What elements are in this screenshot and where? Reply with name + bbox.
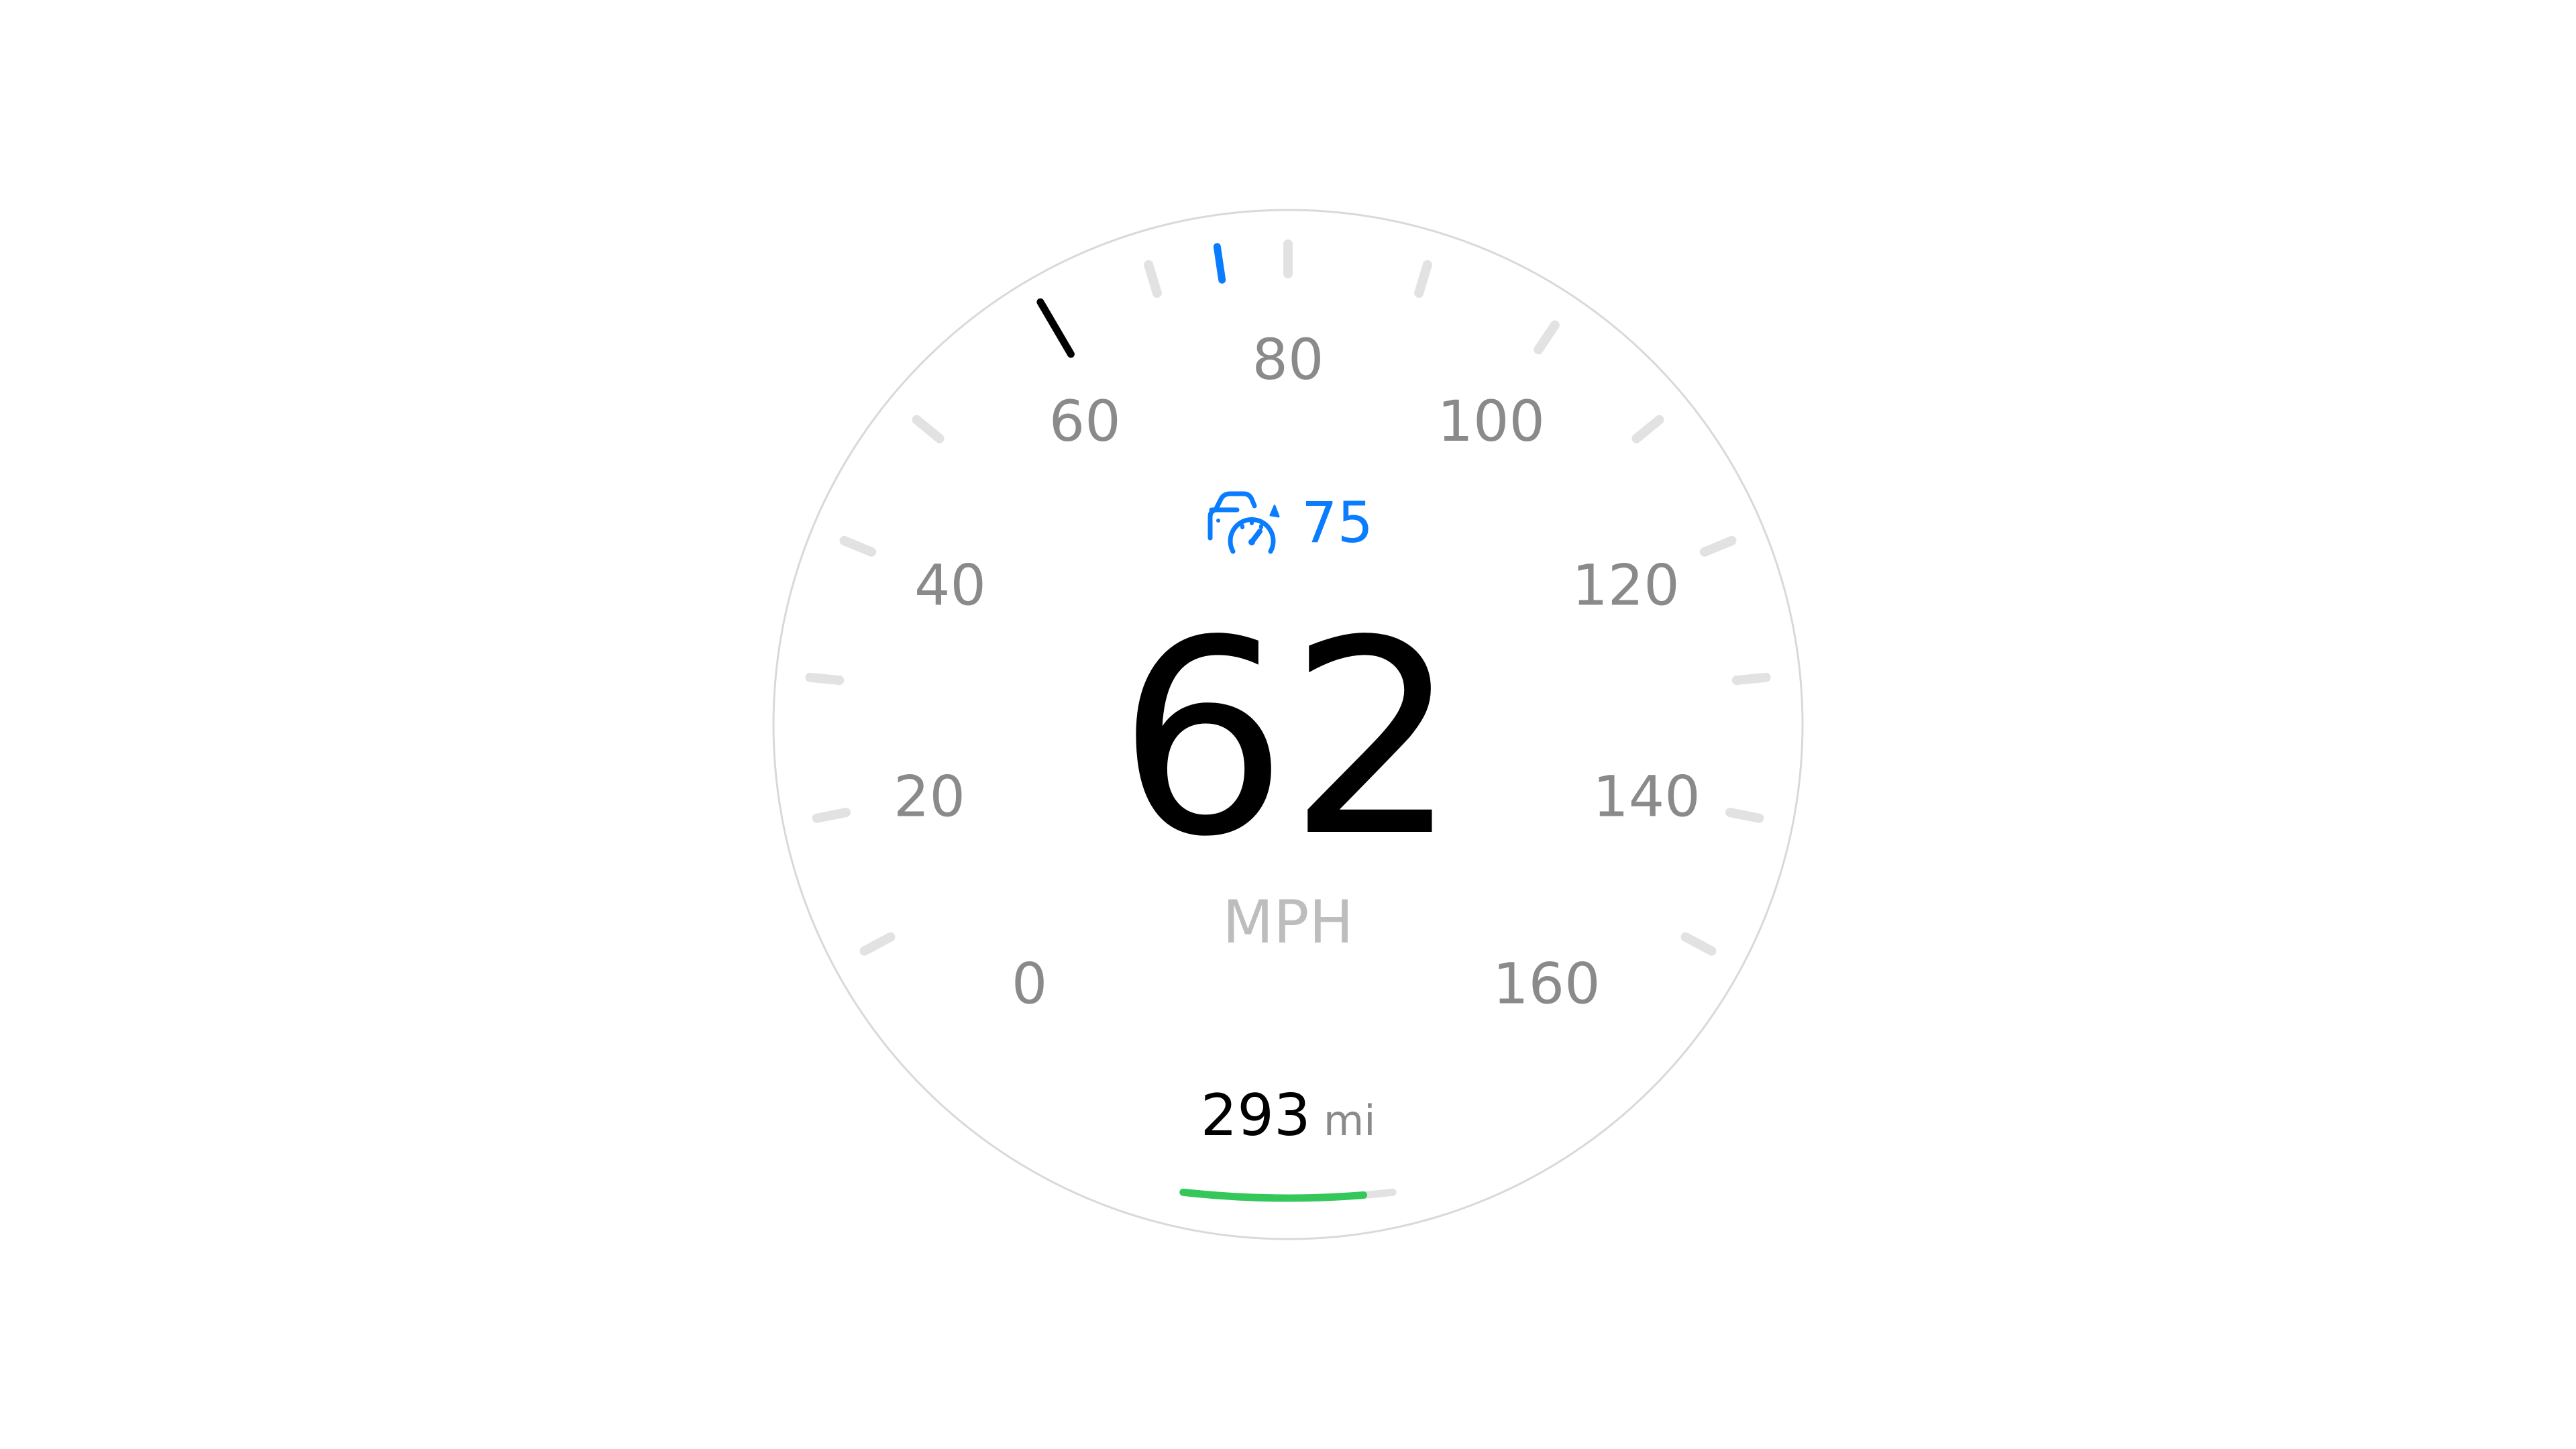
gauge-scale-label: 60 <box>1049 388 1121 454</box>
current-speed-value: 62 <box>1118 584 1459 896</box>
gauge-scale-label: 40 <box>914 552 986 618</box>
gauge-tick <box>1699 535 1737 557</box>
gauge-tick <box>1414 260 1432 298</box>
adaptive-cruise-control-icon <box>1208 491 1280 554</box>
range-value: 293 <box>1201 1082 1311 1149</box>
cruise-control-indicator[interactable]: 75 <box>1208 490 1373 555</box>
cruise-speed-marker <box>1213 243 1226 284</box>
gauge-ticks <box>805 239 1771 956</box>
gauge-tick <box>805 672 845 686</box>
gauge-tick <box>812 808 851 823</box>
gauge-scale-label: 140 <box>1593 763 1700 829</box>
gauge-tick <box>859 932 896 956</box>
gauge-tick <box>839 535 877 557</box>
range-readout: 293 mi <box>1201 1082 1376 1149</box>
range-unit: mi <box>1324 1096 1376 1145</box>
gauge-tick <box>912 415 945 443</box>
gauge-tick <box>1731 672 1771 686</box>
gauge-markers <box>1036 243 1226 358</box>
gauge-scale-label: 20 <box>894 763 965 829</box>
gauge-tick <box>1534 320 1560 355</box>
gauge-scale-label: 80 <box>1252 327 1324 392</box>
gauge-scale-labels: 0 20 40 60 80 100 120 140 160 <box>894 327 1701 1016</box>
gauge-scale-label: 0 <box>1012 951 1047 1016</box>
gauge-scale-label: 160 <box>1493 951 1600 1016</box>
gauge-outer-ring <box>772 209 1804 1240</box>
gauge-scale-label: 120 <box>1572 552 1679 618</box>
speed-needle <box>1036 298 1075 358</box>
cruise-set-speed: 75 <box>1301 490 1373 555</box>
gauge-tick <box>1144 260 1162 298</box>
range-bar-fill <box>1179 1188 1368 1202</box>
gauge-scale-label: 100 <box>1438 388 1545 454</box>
gauge-tick <box>1725 808 1764 823</box>
gauge-tick <box>1631 415 1664 443</box>
speed-unit-label: MPH <box>1222 888 1353 957</box>
gauge-tick <box>1680 932 1717 956</box>
